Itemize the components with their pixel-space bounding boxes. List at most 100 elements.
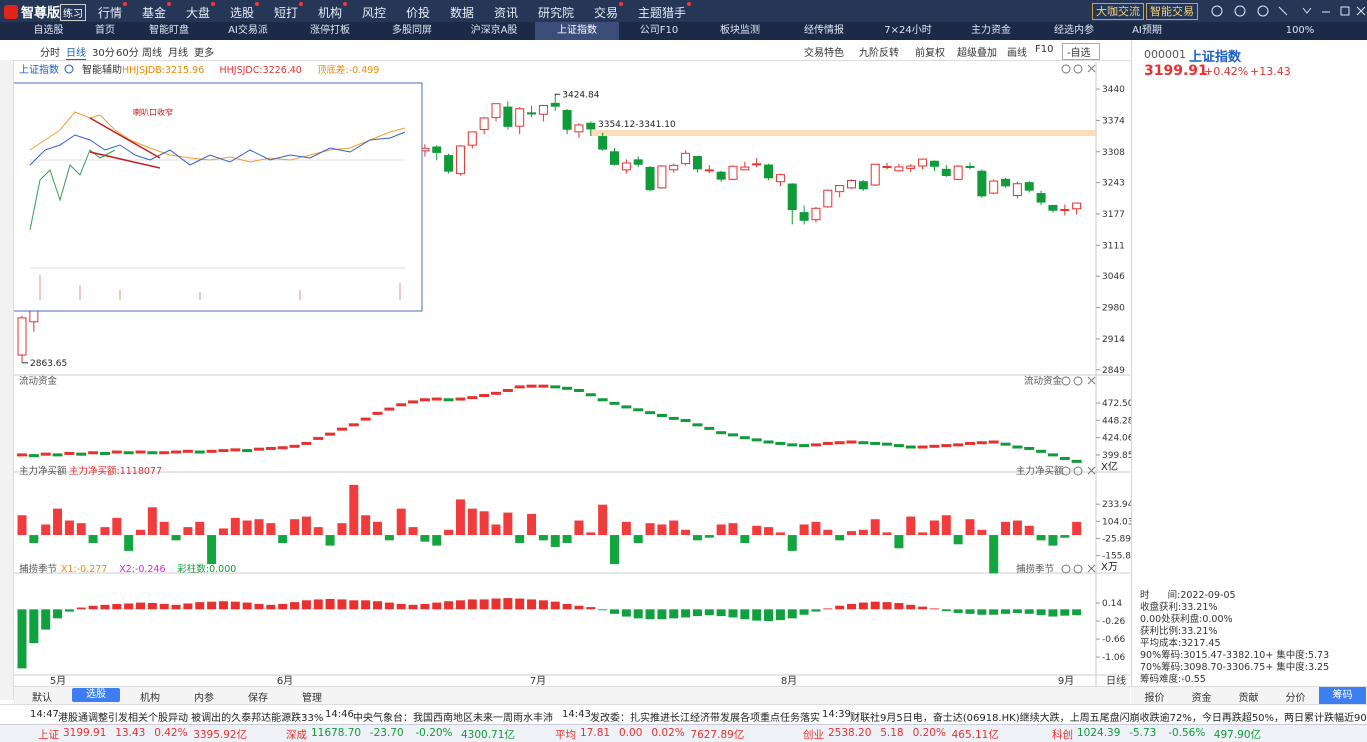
index-name[interactable]: 深成: [286, 729, 307, 741]
index-name[interactable]: 创业: [803, 729, 824, 741]
menu-item[interactable]: 选股: [230, 2, 260, 21]
tab[interactable]: 上证指数: [535, 22, 619, 40]
tool-button[interactable]: 超级叠加: [957, 48, 997, 59]
index-name[interactable]: 科创: [1052, 729, 1073, 741]
candle-body: [1060, 208, 1070, 211]
bottom-tab[interactable]: 内参: [194, 693, 214, 704]
right-tab[interactable]: 分价: [1285, 693, 1306, 704]
tab[interactable]: AI交易派: [228, 25, 268, 36]
bottom-tab[interactable]: 保存: [248, 693, 268, 704]
news-time[interactable]: 14:47: [30, 709, 59, 720]
tab[interactable]: 主力资金: [971, 25, 1011, 36]
bar: [207, 601, 217, 610]
bottom-tab[interactable]: 机构: [140, 693, 160, 704]
bar: [740, 535, 750, 543]
news-time[interactable]: 14:46: [325, 709, 354, 720]
period-button[interactable]: 30分: [92, 48, 115, 59]
tab[interactable]: 智能盯盘: [149, 25, 189, 36]
news-text[interactable]: 港股通调整引发相关个股异动 被调出的久泰邦达能源跌33%: [58, 713, 324, 724]
index-price: 17.81: [580, 727, 611, 739]
tab[interactable]: 多股同屏: [392, 25, 432, 36]
menu-item[interactable]: 短打: [274, 2, 304, 21]
bar: [491, 524, 501, 536]
candle-body: [574, 124, 584, 133]
index-name[interactable]: 上证: [38, 729, 59, 741]
index-bar: 上证 3199.91 13.43 0.42% 3395.92亿 深成 11678.70 -23…: [0, 724, 1367, 742]
period-button[interactable]: 周线: [142, 48, 162, 59]
bar: [728, 523, 738, 536]
news-time[interactable]: 14:43: [562, 709, 591, 720]
news-text[interactable]: 发改委：扎实推进长江经济带发展各项重点任务落实: [590, 713, 820, 724]
y-tick-label: -155.80: [1102, 552, 1137, 562]
tool-button[interactable]: 九阶反转: [859, 48, 899, 59]
bar: [906, 604, 916, 610]
period-button[interactable]: 月线: [168, 48, 188, 59]
index-amount: 7627.89亿: [690, 729, 745, 741]
legend-entry: 彩柱数:0.000: [177, 563, 236, 575]
bar: [100, 604, 110, 610]
period-button[interactable]: 60分: [116, 48, 139, 59]
tab[interactable]: 自选股: [33, 25, 64, 36]
bottom-tab[interactable]: 选股: [72, 688, 120, 702]
menu-item[interactable]: 研究院: [538, 6, 575, 20]
candle-body: [1048, 204, 1058, 211]
candle-body: [1001, 178, 1011, 187]
tab[interactable]: 首页: [95, 25, 115, 36]
right-tab[interactable]: 筹码: [1319, 687, 1366, 704]
menu-button[interactable]: 大咖交流: [1092, 3, 1144, 20]
stock-select[interactable]: -自选: [1062, 43, 1100, 60]
chart-title: 流动资金: [19, 375, 58, 387]
menu-item[interactable]: 行情: [98, 2, 128, 21]
news-time[interactable]: 14:39: [822, 709, 851, 720]
menu-button[interactable]: 智能交易: [1146, 3, 1198, 20]
tab[interactable]: 7×24小时: [884, 25, 932, 36]
menu-item[interactable]: 价投: [406, 6, 431, 20]
tab[interactable]: 经传情报: [804, 25, 844, 36]
menu-item[interactable]: 机构: [318, 2, 348, 21]
menu-item[interactable]: 风控: [362, 6, 387, 20]
bar: [1072, 609, 1082, 616]
news-text[interactable]: 中央气象台：我国西南地区未来一周雨水丰沛: [353, 713, 553, 724]
candle-body: [538, 105, 548, 115]
tool-button[interactable]: 交易特色: [804, 48, 844, 59]
news-text[interactable]: 财联社9月5日电，奋士达(06918.HK)继续大跌，上周五尾盘闪崩收跌逾72%…: [850, 713, 1367, 724]
period-button[interactable]: 分时: [40, 48, 60, 59]
bar: [610, 609, 619, 614]
logo: 智尊版: [4, 2, 60, 21]
period-button[interactable]: 日线: [66, 44, 86, 60]
right-tab[interactable]: 贡献: [1238, 693, 1259, 704]
menu-item[interactable]: 交易: [594, 2, 624, 21]
menu-item[interactable]: 数据: [450, 6, 475, 20]
tab[interactable]: 沪深京A股: [470, 25, 518, 36]
index-name[interactable]: 平均: [555, 729, 576, 741]
tab[interactable]: 经选内参: [1054, 25, 1094, 36]
menu-item[interactable]: 基金: [142, 2, 172, 21]
bottom-tab[interactable]: 管理: [302, 693, 322, 704]
chip-stat: 收盘获利:33.21%: [1140, 602, 1218, 613]
tab[interactable]: AI预期: [1132, 25, 1162, 36]
panel-icon: [1073, 64, 1083, 74]
candle-body: [562, 109, 572, 130]
index-price: 3199.91: [63, 727, 107, 739]
bottom-tab[interactable]: 默认: [32, 693, 52, 704]
bar: [586, 532, 596, 536]
tab[interactable]: 板块监测: [720, 25, 760, 36]
tool-button[interactable]: 前复权: [915, 48, 945, 59]
period-button[interactable]: 更多: [194, 48, 214, 59]
bar: [444, 601, 454, 610]
index-change: 0.00: [619, 727, 643, 739]
tab[interactable]: 涨停打板: [310, 25, 350, 36]
menu-item[interactable]: 资讯: [494, 6, 519, 20]
tab[interactable]: 公司F10: [639, 25, 679, 36]
menu-item[interactable]: 主题猎手: [638, 2, 692, 21]
tool-button[interactable]: 画线: [1007, 48, 1027, 59]
tool-button[interactable]: F10: [1035, 44, 1054, 55]
menu-item[interactable]: 大盘: [186, 2, 216, 21]
right-tab[interactable]: 资金: [1191, 693, 1212, 704]
candle-body: [1036, 193, 1046, 203]
candle-body: [1012, 183, 1022, 196]
bar: [716, 524, 726, 536]
candle-body: [455, 145, 465, 175]
right-tab[interactable]: 报价: [1144, 693, 1165, 704]
bar: [124, 535, 134, 551]
